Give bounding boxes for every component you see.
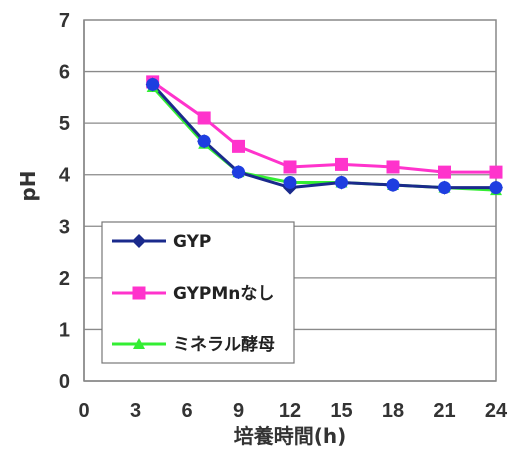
y-tick-label: 5 xyxy=(59,113,70,135)
data-point-series-2 xyxy=(232,139,245,153)
x-tick-label: 15 xyxy=(330,400,352,422)
legend-marker-1 xyxy=(132,234,146,248)
axes xyxy=(83,20,496,382)
series-line-1 xyxy=(151,83,496,190)
x-tick-label: 12 xyxy=(279,400,301,422)
x-tick-label: 9 xyxy=(233,400,244,422)
data-point-series-2 xyxy=(386,160,400,174)
x-tick-label: 18 xyxy=(382,400,404,422)
data-point-series-2 xyxy=(197,111,211,125)
data-point-series-2 xyxy=(489,165,503,179)
legend-label-3: ミネラル酵母 xyxy=(173,334,275,355)
x-axis-title: 培養時間(h) xyxy=(234,424,347,448)
legend-label-2: GYPMnなし xyxy=(173,284,274,304)
y-tick-label: 2 xyxy=(59,268,70,290)
y-tick-label: 0 xyxy=(59,371,70,393)
x-tick-label: 6 xyxy=(181,400,192,422)
y-axis-title: pH xyxy=(16,170,40,201)
y-tick-label: 3 xyxy=(59,216,70,238)
data-point-series-2 xyxy=(283,160,297,174)
data-point-circle xyxy=(438,181,451,195)
data-point-series-2 xyxy=(438,165,451,179)
data-point-circle xyxy=(197,134,211,148)
y-tick-label: 1 xyxy=(59,319,70,341)
legend-marker-3 xyxy=(133,338,145,349)
data-point-circle xyxy=(232,165,245,179)
legend-marker-2 xyxy=(132,286,146,300)
y-tick-label: 4 xyxy=(59,165,71,187)
data-point-circle xyxy=(283,175,297,189)
x-tick-label: 0 xyxy=(78,400,89,422)
series-markers xyxy=(145,75,503,196)
y-tick-label: 7 xyxy=(59,10,70,32)
data-point-circle xyxy=(146,77,160,91)
data-point-circle xyxy=(335,175,348,189)
y-tick-label: 6 xyxy=(59,62,70,84)
x-tick-label: 21 xyxy=(433,400,455,422)
x-tick-label: 3 xyxy=(130,400,141,422)
x-tick-label: 24 xyxy=(485,400,508,422)
data-point-circle xyxy=(489,181,503,195)
data-point-series-2 xyxy=(335,157,348,171)
data-point-circle xyxy=(386,178,400,192)
legend-label-1: GYP xyxy=(173,232,211,252)
